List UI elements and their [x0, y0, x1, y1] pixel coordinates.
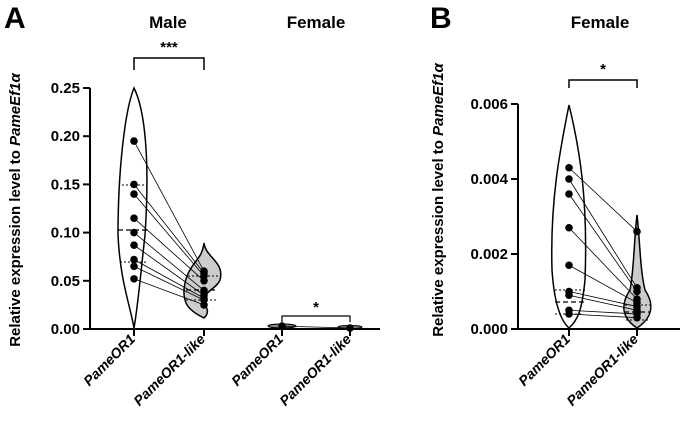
data-point	[565, 261, 573, 270]
pair-line	[568, 291, 638, 307]
panel-label-a: A	[4, 2, 26, 35]
pair-line	[568, 167, 638, 232]
y-tick-label: 0.25	[51, 80, 80, 97]
sig-label-a-female: *	[313, 299, 319, 316]
data-point	[633, 227, 641, 236]
y-axis-label-a: Relative expression level to PameEf1α	[7, 72, 24, 346]
y-tick-label: 0.006	[470, 96, 508, 113]
data-point	[130, 275, 138, 283]
data-point	[565, 175, 573, 183]
data-point	[565, 310, 573, 318]
pair-line	[568, 264, 638, 304]
group-title-male: Male	[149, 13, 187, 32]
y-tick-label: 0.10	[51, 225, 80, 242]
category-label: PameOR1-like	[130, 331, 208, 409]
data-point	[130, 228, 138, 237]
y-tick-label: 0.004	[470, 171, 508, 188]
pair-line	[133, 140, 205, 272]
paired-data-a	[130, 137, 354, 332]
pair-line	[133, 244, 205, 296]
category-label: PameOR1	[80, 331, 138, 389]
data-point	[565, 291, 573, 300]
y-tick-label: 0.15	[51, 176, 80, 193]
sig-label-a-male: ***	[160, 39, 178, 56]
data-point	[346, 324, 354, 332]
pair-line	[568, 193, 638, 292]
data-point	[130, 241, 138, 249]
pair-line	[133, 217, 205, 282]
group-title-female-a: Female	[287, 13, 346, 32]
data-point	[130, 255, 138, 264]
sig-bracket-b	[568, 79, 638, 88]
data-point	[130, 214, 138, 222]
y-ticks-b: 0.000 0.002 0.004 0.006	[470, 96, 518, 338]
data-point	[565, 223, 573, 232]
group-title-female-b: Female	[571, 13, 630, 32]
y-axis-label-b: Relative expression level to PameEf1α	[430, 62, 447, 336]
data-point	[565, 190, 573, 198]
sig-bracket-a-male	[133, 57, 205, 70]
pair-line	[133, 184, 205, 274]
sig-label-b: *	[600, 61, 606, 78]
violin-a-male-or1	[117, 86, 148, 329]
data-point	[130, 262, 138, 271]
violin-b-like	[623, 214, 652, 329]
pair-line	[568, 313, 638, 319]
pair-line	[568, 227, 638, 300]
pair-line	[568, 309, 638, 315]
pair-line	[281, 325, 351, 329]
data-point	[130, 190, 138, 198]
y-tick-label: 0.05	[51, 273, 80, 290]
data-point	[633, 313, 641, 322]
pair-line	[133, 193, 205, 277]
data-point	[200, 301, 208, 309]
pair-line	[568, 294, 638, 311]
pair-line	[133, 232, 205, 291]
data-point	[633, 287, 641, 296]
data-point	[130, 180, 138, 189]
category-label: PameOR1-like	[276, 331, 354, 409]
category-label: PameOR1-like	[563, 331, 641, 409]
category-label: PameOR1	[228, 331, 286, 389]
sig-bracket-a-female	[281, 315, 351, 322]
y-ticks-a: 0.00 0.05 0.10 0.15 0.20 0.25	[51, 80, 90, 338]
pair-line	[133, 278, 205, 306]
data-point	[200, 277, 208, 285]
panel-label-b: B	[430, 2, 452, 35]
pair-line	[568, 178, 638, 288]
data-point	[278, 322, 286, 330]
y-tick-label: 0.20	[51, 128, 80, 145]
y-tick-label: 0.002	[470, 246, 508, 263]
y-tick-label: 0.000	[470, 321, 508, 338]
pair-line	[133, 259, 205, 299]
category-label: PameOR1	[515, 331, 573, 389]
data-point	[130, 137, 138, 145]
violin-b-or1	[550, 104, 587, 330]
y-tick-label: 0.00	[51, 321, 80, 338]
pair-line	[133, 265, 205, 301]
data-point	[565, 163, 573, 172]
paired-data-b	[565, 163, 641, 322]
